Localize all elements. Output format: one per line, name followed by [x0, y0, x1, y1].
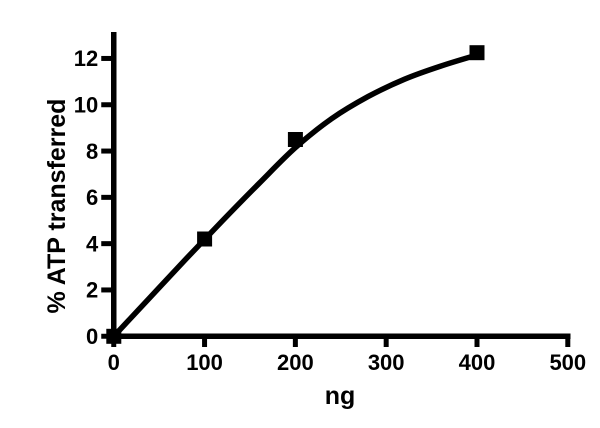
- x-tick-label: 100: [186, 350, 223, 375]
- x-tick-label: 0: [108, 350, 120, 375]
- x-tick-label: 300: [368, 350, 405, 375]
- y-axis-label: % ATP transferred: [43, 99, 71, 314]
- x-axis-tick-labels: 0 100 200 300 400 500: [108, 350, 587, 375]
- data-point-marker: [287, 132, 303, 147]
- x-axis-label: ng: [325, 382, 356, 410]
- data-points: [106, 45, 485, 344]
- x-tick-label: 400: [459, 350, 496, 375]
- y-axis-ticks: [101, 55, 114, 339]
- y-tick-label: 0: [86, 324, 98, 349]
- x-axis-ticks: [111, 336, 571, 347]
- axes: [111, 32, 571, 339]
- axis-lines: [111, 32, 571, 339]
- y-tick-label: 12: [74, 46, 98, 71]
- y-tick-label: 10: [74, 92, 98, 117]
- data-point-marker: [106, 328, 122, 344]
- x-tick-label: 200: [277, 350, 314, 375]
- y-tick-label: 4: [86, 231, 99, 256]
- y-tick-label: 8: [86, 139, 98, 164]
- y-tick-label: 6: [86, 185, 98, 210]
- data-point-marker: [197, 231, 213, 247]
- y-axis-tick-labels: 0 2 4 6 8 10 12: [74, 46, 99, 349]
- x-tick-label: 500: [549, 350, 586, 375]
- data-point-marker: [469, 45, 485, 61]
- y-tick-label: 2: [86, 278, 98, 303]
- fit-curve: [111, 52, 480, 340]
